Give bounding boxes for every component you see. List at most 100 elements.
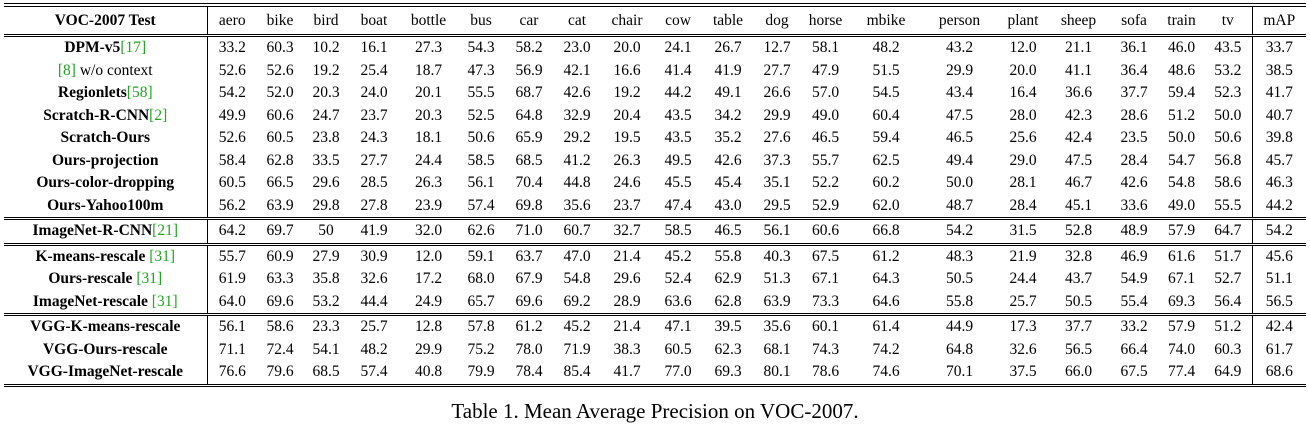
citation-link[interactable]: [31] [151,292,178,310]
ap-value-cell: 12.7 [754,34,800,60]
map-value-cell: 68.6 [1251,361,1306,387]
citation-link[interactable]: [21] [152,222,178,240]
ap-value-cell: 35.6 [754,313,800,339]
map-value-cell: 40.7 [1251,104,1306,127]
table-row: ImageNet-R-CNN[21] 64.2 69.7 50 41.9 32.0 62.6… [4,217,1306,244]
citation-link[interactable]: [2] [149,106,168,124]
ap-value-cell: 68.5 [515,151,543,169]
ap-value-cell: 12.8 [399,313,458,339]
header-bottle: bottle [399,6,458,36]
ap-value-cell: 39.5 [702,313,754,339]
ap-value-cell: 29.9 [945,61,974,79]
ap-value-cell: 29.0 [1009,151,1037,169]
ap-value-cell: 48.9 [1109,217,1159,244]
ap-value-cell: 45.1 [1064,196,1093,214]
ap-value-cell: 62.6 [458,217,504,244]
ap-value-cell: 48.6 [1167,61,1196,79]
ap-value-cell: 29.6 [312,174,340,192]
ap-value-cell: 37.3 [763,151,791,169]
ap-value-cell: 29.2 [563,129,591,147]
ap-value-cell: 64.2 [207,217,257,244]
ap-value-cell: 71.0 [504,217,554,244]
ap-value-cell: 20.3 [414,106,443,124]
ap-value-cell: 43.5 [664,106,692,124]
ap-value-cell: 80.1 [754,361,800,387]
ap-value-cell: 55.5 [1214,196,1242,214]
citation-link[interactable]: [17] [120,39,147,57]
ap-value-cell: 51.2 [1204,313,1252,339]
ap-value-cell: 54.7 [1167,151,1196,169]
ap-value-cell: 69.3 [1167,292,1196,310]
ap-value-cell: 60.3 [257,34,303,60]
ap-value-cell: 52.0 [266,84,294,102]
ap-value-cell: 28.0 [1009,106,1037,124]
ap-value-cell: 23.7 [613,196,641,214]
ap-value-cell: 60.4 [872,106,900,124]
ap-value-cell: 42.6 [714,151,742,169]
ap-value-cell: 61.2 [504,313,554,339]
ap-value-cell: 46.7 [1064,174,1093,192]
map-value-cell: 44.2 [1251,194,1306,219]
ap-value-cell: 38.3 [613,340,641,358]
ap-value-cell: 55.4 [1120,292,1148,310]
ap-value-cell: 17.3 [998,313,1048,339]
ap-value-cell: 41.9 [349,217,399,244]
method-name: ImageNet-R-CNN [32,222,153,240]
ap-value-cell: 55.7 [207,242,257,268]
ap-value-cell: 42.6 [563,84,591,102]
citation-link[interactable]: [58] [126,84,153,102]
ap-value-cell: 58.5 [467,151,495,169]
ap-value-cell: 70.4 [515,174,543,192]
header-table: table [702,6,754,36]
ap-value-cell: 63.6 [664,292,692,310]
ap-value-cell: 61.9 [218,270,246,288]
header-person: person [921,6,998,36]
ap-value-cell: 57.4 [349,361,399,387]
ap-value-cell: 50.0 [1167,129,1196,147]
header-cat: cat [554,6,600,36]
method-name: Scratch-R-CNN [43,106,150,124]
ap-value-cell: 47.5 [945,106,974,124]
citation-link[interactable]: [31] [136,270,163,288]
citation-link[interactable]: [31] [149,247,176,265]
ap-value-cell: 67.5 [800,242,851,268]
ap-value-cell: 44.4 [360,292,388,310]
ap-value-cell: 57.4 [467,196,495,214]
ap-value-cell: 60.2 [872,174,900,192]
ap-value-cell: 33.6 [1120,196,1148,214]
ap-value-cell: 46.0 [1159,34,1204,60]
ap-value-cell: 29.9 [414,340,443,358]
map-value-cell: 46.3 [1251,172,1306,195]
ap-value-cell: 43.4 [945,84,974,102]
ap-value-cell: 56.1 [754,217,800,244]
ap-value-cell: 45.4 [714,174,742,192]
ap-value-cell: 36.1 [1109,34,1159,60]
ap-value-cell: 66.5 [266,174,294,192]
method-name: VGG-K-means-rescale [30,318,181,336]
ap-value-cell: 79.9 [458,361,504,387]
citation-link[interactable]: [8] [57,61,76,79]
ap-value-cell: 51.2 [1167,106,1196,124]
ap-value-cell: 49.1 [714,84,742,102]
ap-value-cell: 40.8 [399,361,458,387]
ap-value-cell: 43.5 [1204,34,1252,60]
ap-value-cell: 26.3 [613,151,641,169]
ap-value-cell: 60.5 [218,174,246,192]
header-bird: bird [303,6,349,36]
ap-value-cell: 41.9 [714,61,742,79]
ap-value-cell: 52.5 [467,106,495,124]
method-name-cell: VGG-K-means-rescale [4,313,208,339]
header-mbike: mbike [851,6,921,36]
ap-value-cell: 49.5 [664,151,692,169]
ap-value-cell: 10.2 [303,34,349,60]
method-name-cell: K-means-rescale [31] [4,242,208,268]
ap-value-cell: 24.6 [613,174,641,192]
ap-value-cell: 64.7 [1204,217,1252,244]
ap-value-cell: 69.8 [515,196,543,214]
ap-value-cell: 45.2 [554,313,600,339]
ap-value-cell: 56.2 [218,196,246,214]
ap-value-cell: 64.9 [1204,361,1252,387]
ap-value-cell: 68.0 [467,270,495,288]
method-name: ImageNet-rescale [32,292,152,310]
ap-value-cell: 24.7 [312,106,340,124]
